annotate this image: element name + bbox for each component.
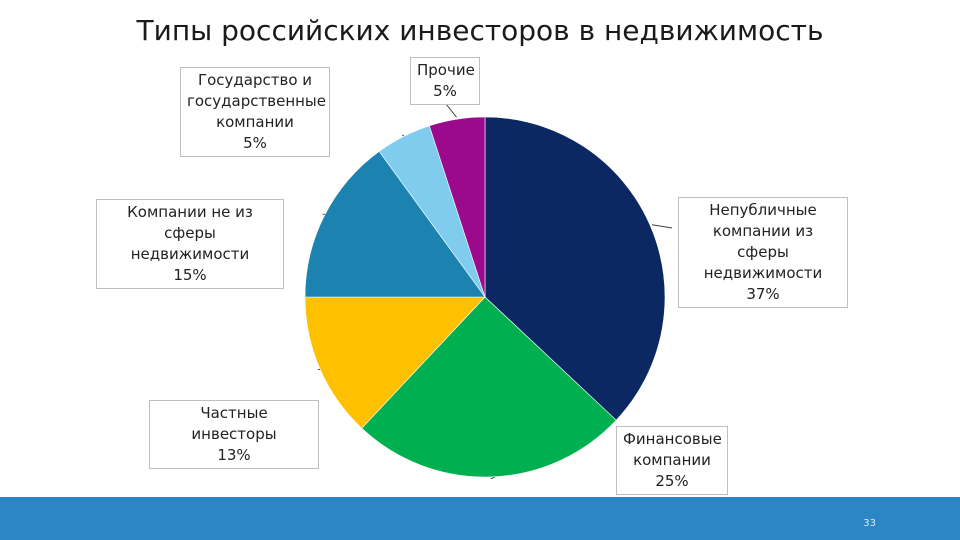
leader-line xyxy=(651,224,673,229)
slice-label-text: Частные инвесторы xyxy=(191,404,277,443)
slice-label-text: компании xyxy=(633,451,711,469)
slice-label: Финансовые компании 25% xyxy=(616,426,728,495)
page-number: 33 xyxy=(863,518,876,529)
pie-slice xyxy=(361,296,617,478)
slice-value-label: 5% xyxy=(243,134,267,152)
leader-line xyxy=(445,103,457,118)
slice-label-text: Непубличные xyxy=(709,201,817,219)
slice-value-label: 5% xyxy=(433,82,457,100)
slice-label-text: Государство и xyxy=(197,71,313,89)
slice-value-label: 13% xyxy=(217,446,251,464)
slice-label-text: компании xyxy=(216,113,294,131)
pie-slices xyxy=(304,116,666,478)
slice-label: Компании не из сферы недвижимости 15% xyxy=(96,199,284,289)
slice-label: Частные инвесторы 13% xyxy=(149,400,319,469)
slide-title: Типы российских инвесторов в недвижимост… xyxy=(136,14,824,47)
pie-slice xyxy=(304,296,486,429)
slice-label-text: компании из сферы xyxy=(712,222,814,261)
slice-label-text: государственные xyxy=(187,92,327,110)
slice-value-label: 15% xyxy=(173,266,207,284)
slice-label-text: сферы недвижимости xyxy=(130,224,250,263)
slice-value-label: 25% xyxy=(655,472,689,490)
slice-label-text: недвижимости xyxy=(703,264,823,282)
pie-slice xyxy=(304,150,486,298)
slice-label: Непубличные компании из сферы недвижимости… xyxy=(678,197,848,308)
footer-bar: 33 xyxy=(0,497,960,540)
slice-label: Государство и государственные компании 5% xyxy=(180,67,330,157)
slice-label-text: Прочие xyxy=(417,61,475,79)
pie-slice xyxy=(484,116,666,421)
slice-value-label: 37% xyxy=(746,285,780,303)
pie-slice xyxy=(428,116,486,298)
slice-label-text: Компании не из xyxy=(127,203,253,221)
slice-label-text: Финансовые xyxy=(623,430,722,448)
slice-label: Прочие 5% xyxy=(410,57,480,105)
